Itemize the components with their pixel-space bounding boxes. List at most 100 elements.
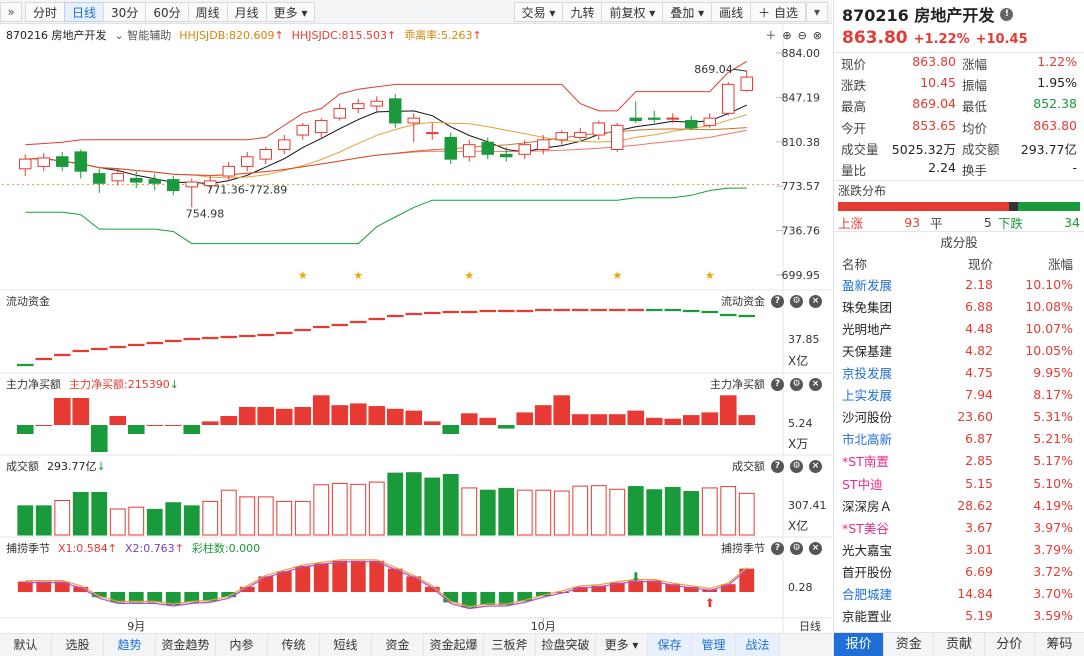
settings-icon[interactable]: ⚙: [790, 541, 803, 555]
close-icon[interactable]: ×: [809, 377, 822, 391]
component-row[interactable]: ST中迪 5.15 5.10%: [834, 472, 1084, 494]
settings-icon[interactable]: ⚙: [790, 377, 803, 391]
template-tab[interactable]: 管理: [692, 634, 736, 656]
component-row[interactable]: 合肥城建 14.84 3.70%: [834, 582, 1084, 604]
col-name[interactable]: 名称: [842, 256, 868, 272]
col-price[interactable]: 现价: [967, 256, 993, 272]
component-row[interactable]: 上实发展 7.94 8.17%: [834, 384, 1084, 406]
smart-assist-label: 智能辅助: [127, 29, 172, 42]
side-tab[interactable]: 贡献: [934, 633, 985, 656]
template-tab[interactable]: 三板斧: [484, 634, 536, 656]
help-icon[interactable]: ?: [771, 541, 784, 555]
tool-button[interactable]: 交易 ▾: [513, 1, 564, 22]
component-pct: 3.72%: [1033, 563, 1073, 579]
template-tab[interactable]: 更多 ▾: [596, 634, 648, 656]
catch-bar: [91, 592, 107, 598]
settings-icon[interactable]: ⚙: [790, 459, 803, 473]
component-row[interactable]: *ST南置 2.85 5.17%: [834, 450, 1084, 472]
template-tab[interactable]: 趋势: [104, 634, 156, 656]
quote-label: 成交量: [841, 141, 879, 157]
quote-label: 振幅: [962, 78, 988, 94]
template-tab[interactable]: 捡盘突破: [536, 634, 596, 656]
smart-assist-toggle[interactable]: ⌄ 智能辅助: [115, 27, 172, 43]
help-icon[interactable]: ?: [771, 377, 784, 391]
template-tab[interactable]: 选股: [52, 634, 104, 656]
price-annotation: 771.36-772.89: [206, 183, 287, 196]
tool-button[interactable]: 前复权 ▾: [601, 1, 664, 22]
component-row[interactable]: 天保基建 4.82 10.05%: [834, 339, 1084, 361]
template-tab[interactable]: 资金: [372, 634, 424, 656]
period-tab[interactable]: 更多 ▾: [265, 1, 316, 22]
zoom-out-icon[interactable]: ⊖: [797, 28, 807, 42]
add-icon[interactable]: ＋: [765, 29, 777, 42]
collapse-icon[interactable]: »: [0, 1, 22, 22]
net-pane-header: 主力净买额 主力净买额:215390 ↓: [6, 376, 179, 392]
tool-button[interactable]: 九转: [562, 1, 603, 22]
period-tab[interactable]: 日线: [64, 1, 105, 22]
turnover-bar: [128, 506, 145, 536]
component-row[interactable]: 光大嘉宝 3.01 3.79%: [834, 538, 1084, 560]
side-tab[interactable]: 报价: [834, 633, 885, 656]
template-tab[interactable]: 传统: [268, 634, 320, 656]
component-name: 京能置业: [842, 609, 893, 625]
component-row[interactable]: 珠免集团 6.88 10.08%: [834, 295, 1084, 317]
template-tab[interactable]: 保存: [648, 634, 692, 656]
catch-bar: [739, 568, 755, 592]
template-tab[interactable]: 资金趋势: [156, 634, 216, 656]
template-tab[interactable]: 短线: [320, 634, 372, 656]
component-row[interactable]: 京投发展 4.75 9.95%: [834, 362, 1084, 384]
chart-code-name: 870216 房地产开发: [6, 29, 107, 42]
component-row[interactable]: 光明地产 4.48 10.07%: [834, 317, 1084, 339]
template-tab[interactable]: 战法: [736, 634, 780, 656]
help-icon[interactable]: ?: [771, 294, 784, 308]
side-tab[interactable]: 筹码: [1035, 633, 1084, 656]
turnover-bar: [627, 486, 644, 536]
component-row[interactable]: 首开股份 6.69 3.72%: [834, 560, 1084, 582]
component-row[interactable]: 沙河股份 23.60 5.31%: [834, 406, 1084, 428]
component-row[interactable]: 京能置业 5.19 3.59%: [834, 605, 1084, 627]
help-icon[interactable]: ?: [771, 459, 784, 473]
period-tab[interactable]: 周线: [187, 1, 228, 22]
catch-bar: [147, 592, 163, 603]
y-tick-label: 847.19: [782, 91, 821, 104]
period-tab[interactable]: 分时: [25, 1, 66, 22]
tool-button[interactable]: 画线: [711, 1, 752, 22]
quote-cell: 今开 853.65: [838, 118, 959, 137]
tool-button[interactable]: ＋ 自选: [750, 1, 806, 22]
catch-bar: [110, 592, 126, 603]
close-icon[interactable]: ×: [809, 459, 822, 473]
side-tab[interactable]: 资金: [884, 633, 935, 656]
component-row[interactable]: 盈新发展 2.18 10.10%: [834, 273, 1084, 295]
template-tab[interactable]: 默认: [0, 634, 52, 656]
quote-value: 10.45: [920, 75, 956, 91]
y-tick-label: 884.00: [782, 47, 821, 60]
turnover-bar: [368, 481, 385, 536]
close-icon[interactable]: ×: [809, 541, 822, 555]
tool-button[interactable]: 叠加 ▾: [662, 1, 713, 22]
quote-cell: 现价 863.80: [838, 54, 959, 73]
chevron-down-icon[interactable]: ▾: [806, 1, 828, 22]
template-tab[interactable]: 内参: [216, 634, 268, 656]
quote-row: 最高 869.04 最低 852.38: [834, 95, 1084, 116]
period-tab[interactable]: 60分: [145, 1, 189, 22]
template-tab[interactable]: 资金起爆: [424, 634, 484, 656]
turnover-bar: [276, 500, 293, 536]
period-tab[interactable]: 30分: [103, 1, 147, 22]
catch-pane-controls: 捕捞季节 ? ⚙ ×: [721, 540, 822, 556]
component-row[interactable]: 市北高新 6.87 5.21%: [834, 428, 1084, 450]
col-pct[interactable]: 涨幅: [1047, 256, 1073, 272]
close-icon[interactable]: ⊗: [812, 28, 822, 42]
side-tab[interactable]: 分价: [985, 633, 1035, 656]
zoom-in-icon[interactable]: ⊕: [782, 28, 792, 42]
net-buy-bar: [127, 425, 145, 434]
close-icon[interactable]: ×: [809, 294, 822, 308]
component-row[interactable]: *ST美谷 3.67 3.97%: [834, 516, 1084, 538]
chart-canvas[interactable]: 884.00 847.19 810.38 773.57 736.76 699.95 ★ ★ ★ ★…: [0, 25, 832, 633]
catch-bar: [443, 592, 459, 603]
settings-icon[interactable]: ⚙: [790, 294, 803, 308]
catch-bar: [720, 584, 736, 592]
kline-chart[interactable]: 884.00 847.19 810.38 773.57 736.76 699.95 ★ ★ ★ ★…: [0, 25, 832, 633]
component-row[interactable]: 深深房Ａ 28.62 4.19%: [834, 494, 1084, 516]
info-icon[interactable]: !: [1000, 7, 1014, 21]
period-tab[interactable]: 月线: [226, 1, 267, 22]
